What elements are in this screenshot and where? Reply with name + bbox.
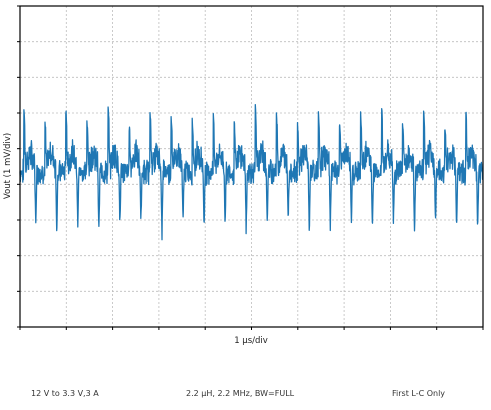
trace-group <box>19 103 484 241</box>
scope-chart: 1 µs/div Vout (1 mV/div) <box>3 5 484 346</box>
vout-trace <box>19 103 484 241</box>
plot-frame <box>19 5 484 328</box>
caption-filter-stage: First L-C Only <box>392 389 446 398</box>
caption-input-output: 12 V to 3.3 V,3 A <box>31 389 99 398</box>
caption-filter-settings: 2.2 µH, 2.2 MHz, BW=FULL <box>186 389 295 398</box>
y-axis-label: Vout (1 mV/div) <box>3 133 13 199</box>
x-axis-label: 1 µs/div <box>234 336 268 346</box>
